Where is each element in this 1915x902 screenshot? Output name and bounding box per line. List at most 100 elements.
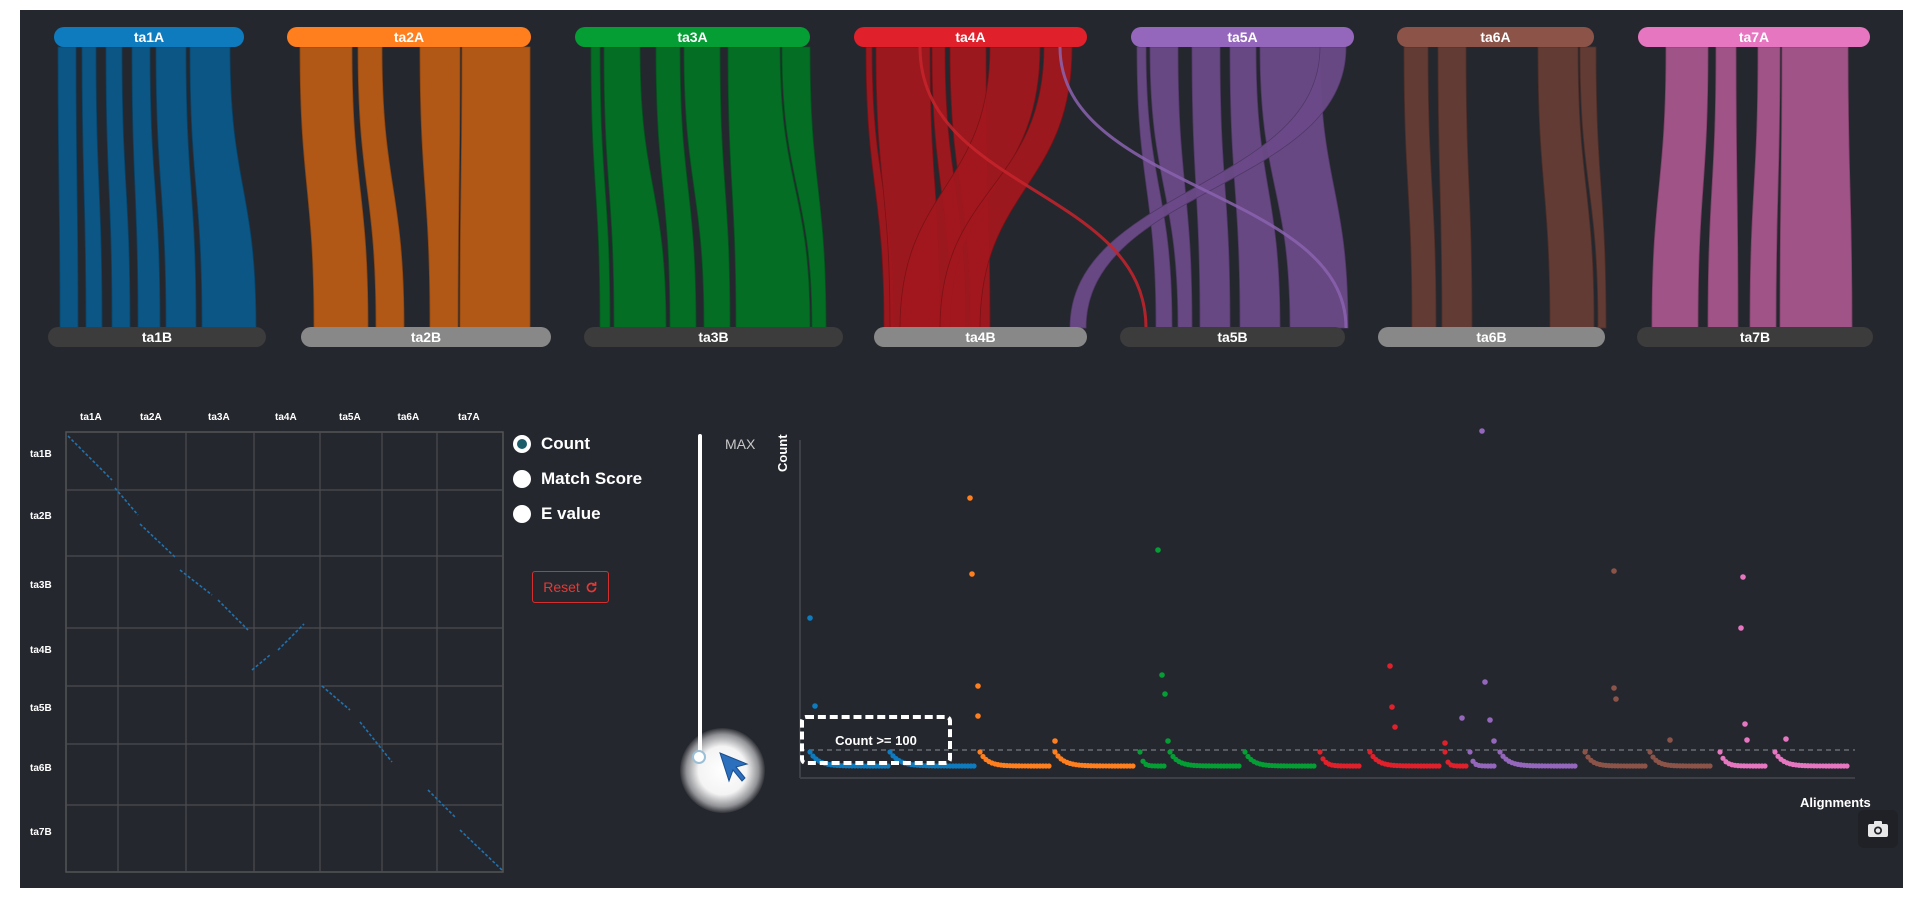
- scatter-point: [1137, 749, 1143, 755]
- radio-icon[interactable]: [513, 470, 531, 488]
- scatter-point: [1611, 685, 1617, 691]
- option-count[interactable]: Count: [513, 434, 590, 454]
- scatter-point: [1572, 763, 1578, 769]
- scatter-point: [1738, 625, 1744, 631]
- scatter-point: [1130, 763, 1136, 769]
- bottom-label-ta2B[interactable]: ta2B: [301, 327, 551, 347]
- matrix-col-label: ta7A: [458, 412, 480, 423]
- bottom-label-ta5B[interactable]: ta5B: [1120, 327, 1345, 347]
- x-axis-title: Alignments: [1800, 795, 1871, 810]
- dotplot-segment: [67, 435, 113, 481]
- scatter-point: [1744, 737, 1750, 743]
- scatter-point: [807, 615, 813, 621]
- scatter-point: [1165, 738, 1171, 744]
- reset-label: Reset: [543, 579, 580, 595]
- scatter-point: [1387, 663, 1393, 669]
- radio-icon[interactable]: [513, 505, 531, 523]
- bottom-label-ta7B[interactable]: ta7B: [1637, 327, 1873, 347]
- scatter-point: [1162, 691, 1168, 697]
- scatter-point: [1392, 724, 1398, 730]
- matrix-row-label: ta6B: [30, 762, 52, 774]
- matrix-col-label: ta4A: [275, 412, 297, 423]
- threshold-slider-thumb[interactable]: [692, 750, 706, 764]
- scatter-point: [975, 683, 981, 689]
- scatter-point: [1647, 749, 1653, 755]
- ribbon-crossing-1: [1058, 46, 1348, 329]
- top-label-ta2A[interactable]: ta2A: [287, 27, 531, 47]
- scatter-point: [1717, 749, 1723, 755]
- scatter-point: [975, 713, 981, 719]
- camera-button[interactable]: [1858, 810, 1898, 848]
- scatter-point: [1491, 763, 1497, 769]
- top-label-ta3A[interactable]: ta3A: [575, 27, 810, 47]
- ribbon-ta5-5[interactable]: [1069, 46, 1347, 329]
- scatter-point: [1707, 763, 1713, 769]
- matrix-row-label: ta3B: [30, 580, 52, 591]
- scatter-point: [1052, 738, 1058, 744]
- scatter-point: [1642, 763, 1648, 769]
- scatter-point: [1772, 749, 1778, 755]
- top-label-ta6A[interactable]: ta6A: [1397, 27, 1594, 47]
- scatter-point: [1582, 749, 1588, 755]
- bottom-label-ta3B[interactable]: ta3B: [584, 327, 843, 347]
- reset-button[interactable]: Reset: [532, 571, 609, 603]
- tooltip-text: Count >= 100: [835, 732, 917, 748]
- scatter-point: [1159, 672, 1165, 678]
- bottom-label-ta6B[interactable]: ta6B: [1378, 327, 1605, 347]
- dotplot-segment: [251, 654, 271, 671]
- dotplot-segment: [359, 721, 393, 763]
- matrix-col-label: ta6A: [397, 412, 420, 423]
- option-match-score-label: Match Score: [541, 469, 643, 488]
- scatter-point: [1844, 763, 1850, 769]
- ribbon-chart: [57, 46, 1853, 329]
- scatter-point: [1762, 763, 1768, 769]
- top-label-ta7A[interactable]: ta7A: [1638, 27, 1870, 47]
- scatter-point: [1052, 749, 1058, 755]
- top-label-ta1A[interactable]: ta1A: [54, 27, 244, 47]
- scatter-point: [1046, 763, 1052, 769]
- y-axis-title: Count: [775, 434, 790, 472]
- scatter-point: [1311, 763, 1317, 769]
- scatter-point: [1242, 749, 1248, 755]
- scatter-point: [1161, 763, 1167, 769]
- scatter-point: [1720, 755, 1726, 761]
- scatter-point: [1356, 763, 1362, 769]
- dotplot-segment: [114, 487, 139, 516]
- ribbon-crossing-0: [918, 46, 1148, 329]
- dotplot-segment: [139, 523, 177, 559]
- matrix-col-label: ta3A: [208, 412, 230, 423]
- radio-icon[interactable]: [513, 435, 531, 453]
- option-e-value[interactable]: E value: [513, 504, 601, 524]
- scatter-point: [1667, 737, 1673, 743]
- refresh-icon: [586, 581, 597, 592]
- scatter-point: [1436, 763, 1442, 769]
- scatter-point: [1742, 721, 1748, 727]
- scatter-point: [1482, 679, 1488, 685]
- ribbon-ta6-3[interactable]: [1579, 46, 1607, 329]
- scatter-plot: [799, 428, 1855, 779]
- scatter-point: [1442, 749, 1448, 755]
- threshold-slider-track[interactable]: [698, 434, 702, 764]
- cursor-arrow-icon: [719, 752, 749, 783]
- option-e-value-label: E value: [541, 504, 601, 523]
- bottom-label-ta1B[interactable]: ta1B: [48, 327, 266, 347]
- option-count-label: Count: [541, 434, 591, 453]
- scatter-point: [1613, 696, 1619, 702]
- top-label-ta4A[interactable]: ta4A: [854, 27, 1087, 47]
- option-match-score[interactable]: Match Score: [513, 469, 642, 489]
- matrix-row-label: ta1B: [30, 449, 52, 460]
- scatter-point: [1611, 568, 1617, 574]
- scatter-point: [887, 749, 893, 755]
- scatter-point: [1320, 756, 1326, 762]
- bottom-label-ta4B[interactable]: ta4B: [874, 327, 1087, 347]
- top-label-ta5A[interactable]: ta5A: [1131, 27, 1354, 47]
- scatter-point: [1389, 704, 1395, 710]
- matrix-col-label: ta1A: [80, 412, 102, 423]
- dotplot-matrix: [65, 431, 504, 873]
- scatter-point: [1459, 715, 1465, 721]
- matrix-col-label: ta5A: [339, 412, 361, 423]
- scatter-point: [1463, 763, 1469, 769]
- scatter-point: [1317, 749, 1323, 755]
- scatter-point: [807, 749, 813, 755]
- scatter-point: [1479, 428, 1485, 434]
